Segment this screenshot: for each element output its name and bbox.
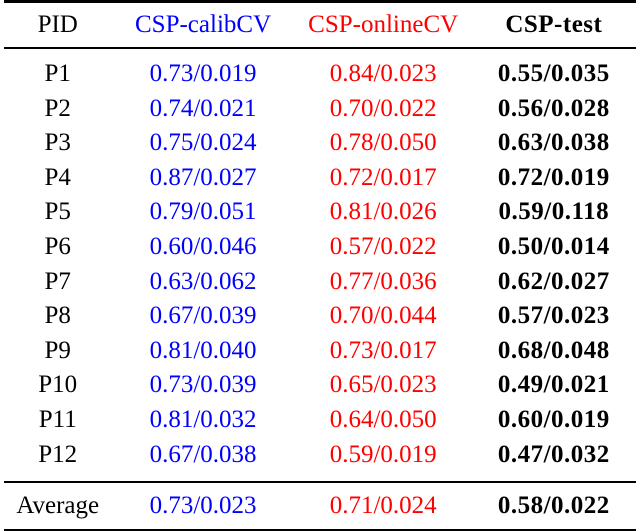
average-row: Average 0.73/0.023 0.71/0.024 0.58/0.022: [4, 481, 636, 531]
table-row: P1 0.73/0.019 0.84/0.023 0.55/0.035: [4, 48, 636, 92]
calibcv-cell: 0.60/0.046: [149, 232, 257, 260]
table-row: P3 0.75/0.024 0.78/0.050 0.63/0.038: [4, 126, 636, 161]
calibcv-cell: 0.87/0.027: [149, 163, 257, 191]
calibcv-cell: 0.67/0.038: [149, 440, 257, 468]
table-row: P5 0.79/0.051 0.81/0.026 0.59/0.118: [4, 195, 636, 230]
pid-cell: P4: [44, 163, 71, 191]
test-cell: 0.59/0.118: [498, 198, 610, 226]
test-cell: 0.47/0.032: [497, 440, 610, 468]
test-cell: 0.56/0.028: [497, 94, 610, 122]
average-label: Average: [4, 481, 112, 531]
pid-cell: P9: [44, 336, 71, 364]
calibcv-cell: 0.67/0.039: [149, 302, 257, 330]
calibcv-cell: 0.73/0.039: [149, 371, 257, 399]
pid-cell: P12: [38, 440, 78, 468]
table-row: P10 0.73/0.039 0.65/0.023 0.49/0.021: [4, 368, 636, 403]
pid-cell: P1: [44, 60, 71, 87]
test-cell: 0.55/0.035: [497, 60, 610, 87]
pid-cell: P11: [38, 405, 77, 433]
header-row: PID CSP-calibCV CSP-onlineCV CSP-test: [4, 1, 636, 49]
calibcv-cell: 0.75/0.024: [149, 129, 257, 157]
onlinecv-cell: 0.70/0.022: [329, 94, 437, 122]
onlinecv-cell: 0.64/0.050: [329, 405, 437, 433]
onlinecv-cell: 0.70/0.044: [329, 302, 437, 330]
table-row: P2 0.74/0.021 0.70/0.022 0.56/0.028: [4, 92, 636, 127]
test-cell: 0.60/0.019: [497, 405, 610, 433]
column-header-pid: PID: [4, 1, 112, 49]
test-cell: 0.49/0.021: [497, 371, 610, 399]
calibcv-cell: 0.79/0.051: [149, 198, 257, 226]
table-row: P6 0.60/0.046 0.57/0.022 0.50/0.014: [4, 230, 636, 265]
calibcv-cell: 0.74/0.021: [149, 94, 257, 122]
table-row: P4 0.87/0.027 0.72/0.017 0.72/0.019: [4, 161, 636, 196]
test-cell: 0.72/0.019: [497, 163, 610, 191]
table-header: PID CSP-calibCV CSP-onlineCV CSP-test: [4, 1, 636, 49]
table-row: P8 0.67/0.039 0.70/0.044 0.57/0.023: [4, 299, 636, 334]
results-table: PID CSP-calibCV CSP-onlineCV CSP-test P1…: [4, 0, 636, 531]
calibcv-cell: 0.63/0.062: [149, 267, 257, 295]
onlinecv-cell: 0.65/0.023: [329, 371, 437, 399]
calibcv-cell: 0.81/0.032: [149, 405, 257, 433]
pid-cell: P5: [44, 198, 71, 226]
test-cell: 0.57/0.023: [497, 302, 610, 330]
table-footer-average: Average 0.73/0.023 0.71/0.024 0.58/0.022: [4, 481, 636, 531]
table-body: P1 0.73/0.019 0.84/0.023 0.55/0.035 P2 0…: [4, 48, 636, 482]
column-header-calibcv: CSP-calibCV: [111, 1, 295, 49]
calibcv-cell: 0.81/0.040: [149, 336, 257, 364]
average-calibcv-cell: 0.73/0.023: [111, 481, 295, 531]
onlinecv-cell: 0.81/0.026: [329, 198, 437, 226]
table-row: P7 0.63/0.062 0.77/0.036 0.62/0.027: [4, 265, 636, 300]
onlinecv-cell: 0.59/0.019: [329, 440, 437, 468]
onlinecv-cell: 0.57/0.022: [329, 232, 437, 260]
pid-cell: P7: [44, 267, 71, 295]
table-row: P11 0.81/0.032 0.64/0.050 0.60/0.019: [4, 403, 636, 438]
table-row: P12 0.67/0.038 0.59/0.019 0.47/0.032: [4, 438, 636, 483]
test-cell: 0.63/0.038: [497, 129, 610, 157]
column-header-test: CSP-test: [471, 1, 636, 49]
pid-cell: P10: [38, 371, 78, 399]
onlinecv-cell: 0.73/0.017: [329, 336, 437, 364]
pid-cell: P3: [44, 129, 71, 157]
onlinecv-cell: 0.77/0.036: [329, 267, 437, 295]
onlinecv-cell: 0.78/0.050: [329, 129, 437, 157]
pid-cell: P6: [44, 232, 71, 260]
test-cell: 0.50/0.014: [497, 232, 610, 260]
calibcv-cell: 0.73/0.019: [149, 60, 257, 87]
table-row: P9 0.81/0.040 0.73/0.017 0.68/0.048: [4, 334, 636, 369]
pid-cell: P2: [44, 94, 71, 122]
pid-cell: P8: [44, 302, 71, 330]
test-cell: 0.68/0.048: [497, 336, 610, 364]
average-onlinecv-cell: 0.71/0.024: [294, 481, 472, 531]
onlinecv-cell: 0.72/0.017: [329, 163, 437, 191]
onlinecv-cell: 0.84/0.023: [329, 60, 437, 87]
column-header-onlinecv: CSP-onlineCV: [294, 1, 472, 49]
test-cell: 0.62/0.027: [497, 267, 610, 295]
average-test-cell: 0.58/0.022: [471, 481, 636, 531]
